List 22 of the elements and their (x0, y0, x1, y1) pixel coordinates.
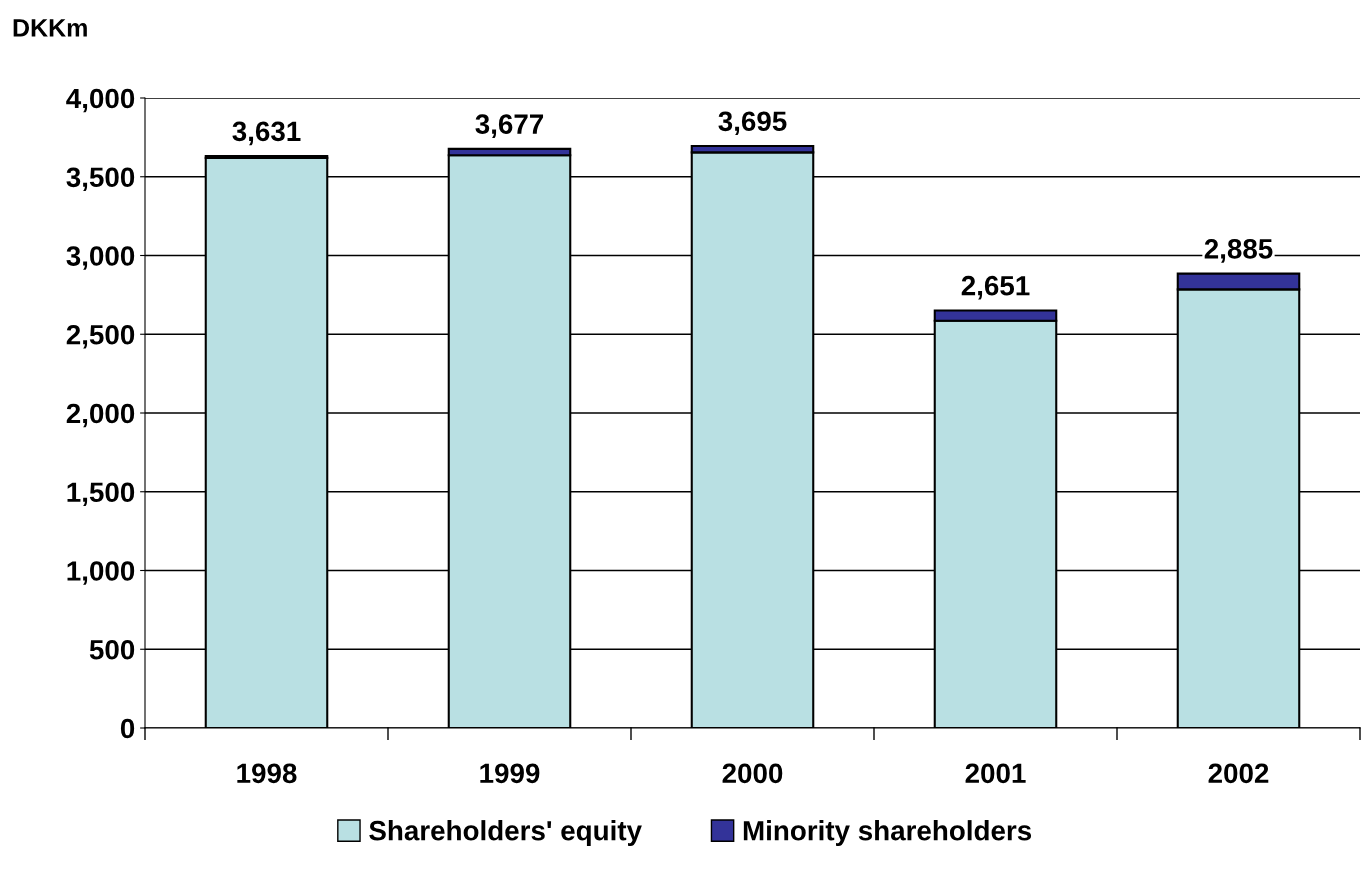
y-tick-label: 1,500 (67, 482, 135, 507)
total-label: 2,885 (1204, 239, 1273, 263)
x-tick-label: 1999 (480, 763, 540, 784)
total-label: 3,631 (232, 121, 301, 146)
total-label: 3,677 (475, 114, 544, 138)
total-label: 3,695 (718, 111, 787, 136)
y-tick-label: 2,000 (66, 403, 135, 428)
y-tick-label: 1,000 (67, 561, 135, 585)
y-tick-label: 0 (120, 718, 135, 739)
x-tick-label: 2000 (722, 763, 783, 784)
y-tick-label: 2,500 (66, 324, 135, 349)
legend-label: Minority shareholders (743, 820, 1032, 846)
y-axis-title: DKKm (13, 19, 87, 37)
y-tick-label: 3,500 (66, 167, 135, 192)
y-tick-label: 3,000 (66, 246, 135, 270)
x-tick-label: 1998 (237, 763, 297, 784)
legend-label: Shareholders' equity (369, 820, 642, 846)
x-tick-label: 2002 (1208, 763, 1269, 784)
x-tick-label: 2001 (965, 763, 1026, 784)
y-tick-label: 500 (89, 639, 135, 660)
y-tick-label: 4,000 (66, 88, 135, 113)
total-label: 2,651 (961, 275, 1030, 300)
